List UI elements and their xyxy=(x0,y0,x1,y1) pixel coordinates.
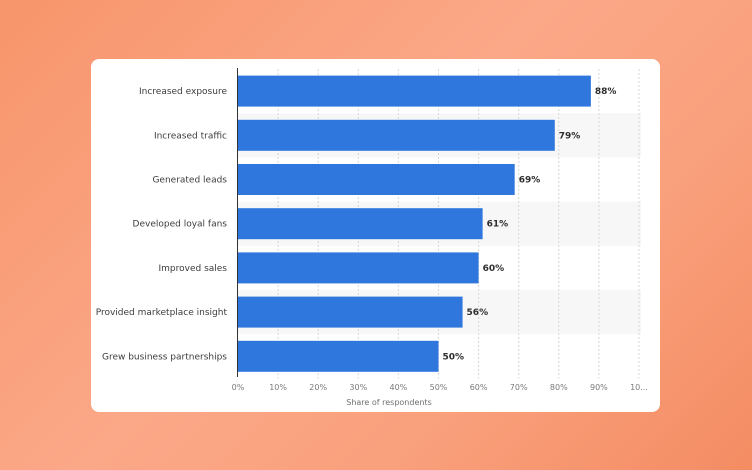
value-label: 60% xyxy=(483,264,505,274)
x-tick-label: 60% xyxy=(470,383,488,392)
x-tick-label: 0% xyxy=(232,383,245,392)
category-label: Increased exposure xyxy=(139,87,227,97)
bar-chart: Increased exposure Increased traffic Gener… xyxy=(96,68,648,407)
x-axis-title: Share of respondents xyxy=(346,398,432,407)
bar xyxy=(238,75,591,107)
value-label: 88% xyxy=(595,87,617,97)
value-label: 69% xyxy=(519,176,541,186)
bar xyxy=(238,164,515,195)
x-tick-label: 80% xyxy=(550,383,568,392)
x-tick-label: 90% xyxy=(590,383,608,392)
value-label: 79% xyxy=(559,131,581,141)
value-label: 56% xyxy=(467,308,489,318)
x-tick-label: 50% xyxy=(430,383,448,392)
value-label: 61% xyxy=(487,220,509,230)
x-tick-label: 70% xyxy=(510,383,528,392)
bar xyxy=(238,208,483,240)
category-label: Generated leads xyxy=(152,176,227,186)
bar xyxy=(238,119,555,151)
category-label: Developed loyal fans xyxy=(133,220,228,230)
category-label: Increased traffic xyxy=(154,131,227,141)
category-label: Grew business partnerships xyxy=(102,352,227,362)
value-label: 50% xyxy=(443,352,465,362)
bar xyxy=(238,296,463,328)
x-tick-label: 10... xyxy=(630,383,648,392)
category-label: Provided marketplace insight xyxy=(96,308,228,318)
x-tick-label: 20% xyxy=(309,383,327,392)
x-tick-label: 40% xyxy=(390,383,408,392)
chart-card: Increased exposure Increased traffic Gener… xyxy=(91,59,660,412)
category-label: Improved sales xyxy=(158,264,227,274)
bar xyxy=(238,340,439,372)
x-tick-label: 10% xyxy=(269,383,287,392)
x-tick-label: 30% xyxy=(349,383,367,392)
bar xyxy=(238,252,479,284)
